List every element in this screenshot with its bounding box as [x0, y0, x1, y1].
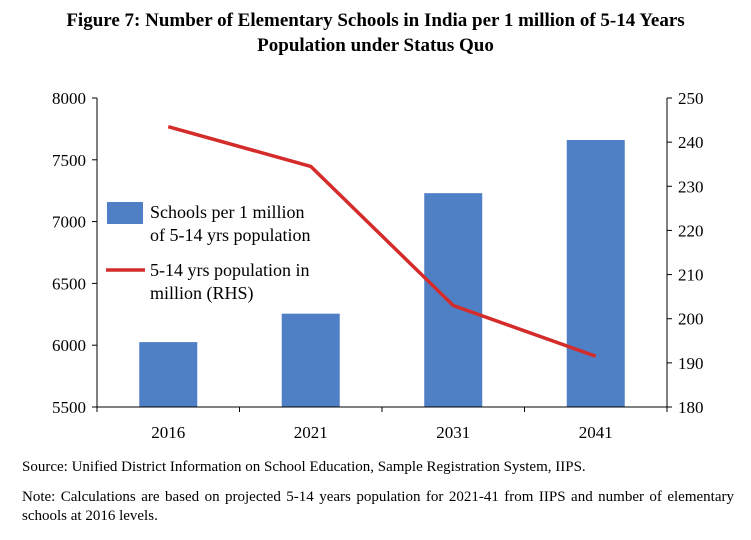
bar-series [139, 140, 625, 408]
bar-2031 [424, 193, 483, 407]
y-left-tick-label: 6500 [52, 274, 86, 293]
y-left-tick-label: 8000 [52, 89, 86, 108]
y-right-tick-label: 200 [678, 310, 704, 329]
combo-chart: 5500 6000 6500 7000 7500 8000 180 190 200 210 220 2… [52, 89, 704, 442]
legend-swatch-bar [107, 202, 143, 224]
x-tick-label: 2021 [294, 423, 328, 442]
bar-2041 [566, 140, 625, 408]
y-left-tick-label: 5500 [52, 398, 86, 417]
legend-label-line: 5-14 yrs population in [150, 260, 310, 280]
legend-label-bar: Schools per 1 million [150, 202, 305, 222]
y-right-tick-label: 190 [678, 354, 704, 373]
x-tick-label: 2041 [579, 423, 613, 442]
y-left-tick-label: 7500 [52, 151, 86, 170]
bar-2021 [281, 313, 340, 407]
chart-title-line1: Figure 7: Number of Elementary Schools i… [66, 10, 685, 31]
population-line [167, 125, 597, 358]
y-left-tick-label: 7000 [52, 213, 86, 232]
source-note: Source: Unified District Information on … [22, 459, 586, 475]
legend: Schools per 1 million of 5-14 yrs populat… [106, 202, 310, 304]
calculation-note: Note: Calculations are based on projecte… [22, 489, 734, 524]
x-tick-label: 2031 [436, 423, 470, 442]
x-tick-label: 2016 [151, 423, 185, 442]
legend-label-bar: of 5-14 yrs population [150, 225, 310, 245]
y-left-tick-label: 6000 [52, 336, 86, 355]
y-right-tick-label: 180 [678, 398, 704, 417]
axes: 5500 6000 6500 7000 7500 8000 180 190 200 210 220 2… [52, 89, 704, 442]
y-right-tick-label: 250 [678, 89, 704, 108]
line-series [167, 125, 597, 358]
chart-title-line2: Population under Status Quo [257, 35, 494, 56]
y-right-tick-label: 230 [678, 177, 704, 196]
bar-2016 [139, 342, 198, 407]
legend-label-line: million (RHS) [150, 283, 254, 304]
y-right-tick-label: 220 [678, 221, 704, 240]
y-right-tick-label: 210 [678, 266, 704, 285]
chart-title: Figure 7: Number of Elementary Schools i… [0, 8, 751, 58]
y-right-tick-label: 240 [678, 133, 704, 152]
